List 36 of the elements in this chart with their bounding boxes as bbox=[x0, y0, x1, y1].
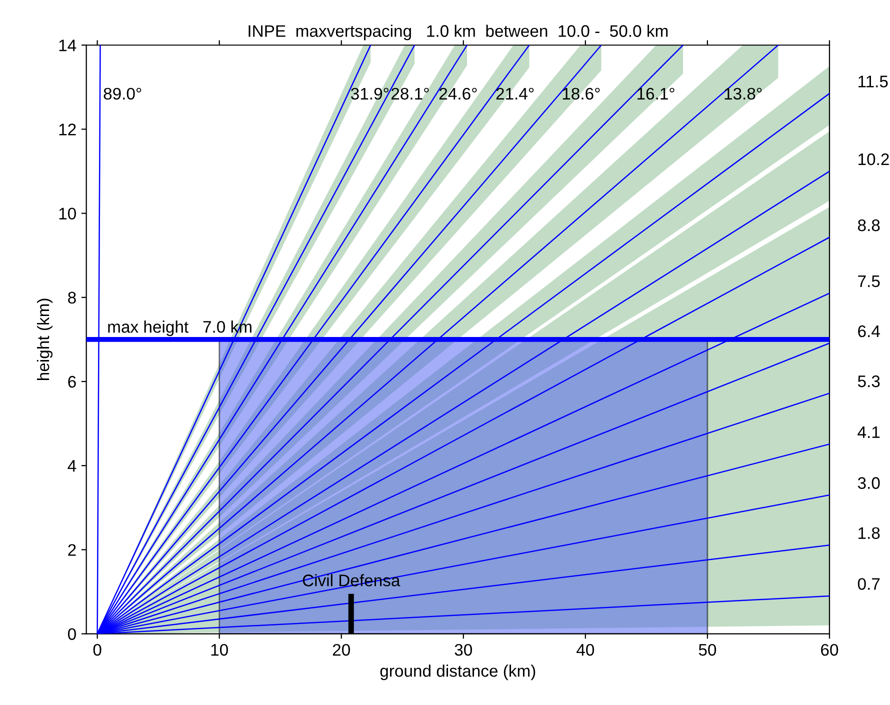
x-tick-label: 60 bbox=[821, 644, 838, 656]
chart-title: INPE maxvertspacing 1.0 km between 10.0 - 50.0 km bbox=[248, 24, 668, 40]
series-label: 7.5 bbox=[858, 276, 880, 288]
series-label: 18.6° bbox=[562, 88, 600, 100]
series-label: 10.2 bbox=[858, 153, 889, 166]
x-tick-label: 50 bbox=[698, 644, 716, 656]
series-label: 0.7 bbox=[858, 578, 880, 590]
y-tick-label: 2 bbox=[68, 544, 76, 556]
series-label: 13.8° bbox=[724, 88, 762, 100]
series-label: 5.3 bbox=[858, 375, 880, 388]
series-label: 31.9° bbox=[351, 88, 388, 100]
series-label: 8.8 bbox=[858, 219, 880, 232]
series-label: 89.0° bbox=[104, 88, 142, 100]
y-tick-label: 8 bbox=[68, 292, 76, 304]
y-tick-label: 0 bbox=[68, 628, 76, 640]
series-label: 21.4° bbox=[496, 88, 534, 100]
y-tick-label: 10 bbox=[59, 208, 76, 220]
series-label: 11.5 bbox=[858, 76, 888, 88]
series-label: 28.1° bbox=[391, 88, 429, 100]
series-label: 24.6° bbox=[439, 88, 477, 100]
x-tick-label: 10 bbox=[211, 644, 228, 656]
x-tick-label: 20 bbox=[332, 644, 350, 656]
y-tick-label: 14 bbox=[59, 40, 76, 52]
y-tick-label: 4 bbox=[68, 460, 76, 472]
x-tick-label: 40 bbox=[576, 644, 594, 656]
series-label: 1.8 bbox=[858, 527, 880, 539]
series-label: 16.1° bbox=[638, 88, 674, 100]
series-label: 3.0 bbox=[858, 477, 880, 489]
series-label: 6.4 bbox=[858, 325, 880, 338]
x-tick-label: 30 bbox=[454, 644, 472, 656]
y-axis-title: height (km) bbox=[36, 298, 53, 380]
x-axis-title: ground distance (km) bbox=[380, 664, 536, 680]
y-tick-label: 6 bbox=[68, 376, 76, 388]
x-tick-label: 0 bbox=[93, 644, 102, 656]
series-label: 4.1 bbox=[858, 426, 880, 438]
y-tick-label: 12 bbox=[59, 124, 76, 136]
